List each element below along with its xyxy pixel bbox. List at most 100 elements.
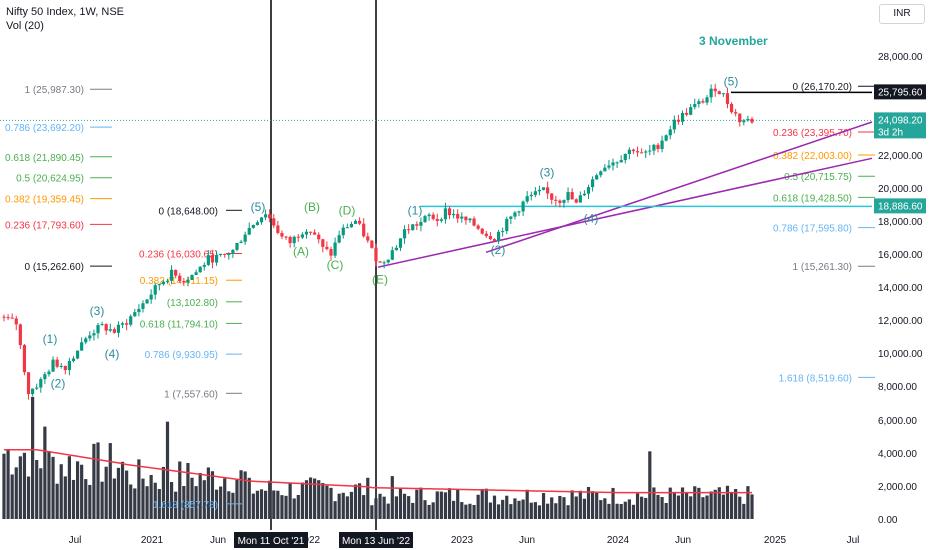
volume-bar: [689, 496, 693, 519]
candle-body: [509, 216, 513, 219]
crosshair-label: Mon 11 Oct '21: [238, 536, 305, 547]
candle-body: [721, 93, 725, 95]
candle-body: [84, 338, 88, 343]
volume-bar: [317, 480, 321, 519]
volume-bar: [182, 485, 186, 519]
candle-body: [492, 239, 497, 242]
volume-bar: [202, 480, 206, 519]
wave-label: (2): [491, 243, 506, 257]
fib-level-label: 0 (15,262.60): [25, 262, 85, 273]
candle-body: [247, 227, 251, 235]
candle-body: [263, 214, 268, 218]
candle-body: [206, 255, 210, 265]
candle-body: [345, 227, 349, 229]
volume-bar: [255, 490, 260, 519]
candle-body: [590, 179, 595, 188]
candle-body: [558, 200, 562, 203]
wave-label: (4): [584, 212, 599, 226]
candle-body: [685, 112, 689, 115]
candle-body: [186, 279, 190, 283]
volume-bar: [84, 479, 88, 519]
volume-bar: [546, 503, 550, 519]
volume-bar: [656, 494, 660, 519]
volume-bar: [394, 496, 398, 519]
currency-button[interactable]: INR: [879, 4, 925, 24]
volume-tick-label: 2,000.00: [878, 482, 917, 493]
candle-body: [313, 232, 317, 235]
price-badge-countdown: 3d 2h: [878, 127, 903, 138]
volume-bar: [10, 474, 14, 519]
volume-bar: [742, 503, 746, 519]
candle-body: [378, 261, 382, 263]
candle-body: [595, 175, 599, 180]
candle-body: [280, 232, 284, 237]
time-tick-label: Jun: [675, 535, 691, 546]
volume-bar: [672, 492, 676, 519]
candle-body: [137, 308, 141, 313]
price-badge: 18,886.60: [878, 201, 923, 212]
candle-body: [668, 129, 672, 136]
volume-bar: [112, 478, 116, 519]
volume-bar: [525, 489, 529, 519]
fib-levels: 1 (25,987.30) 0.786 (23,692.20) 0.618 (21,…: [5, 82, 875, 511]
volume-bar: [157, 489, 161, 519]
volume-bar: [239, 470, 243, 519]
volume-bar: [186, 462, 190, 519]
volume-bar: [717, 487, 721, 519]
price-tick-label: 8,000.00: [878, 382, 917, 393]
candle-body: [578, 195, 582, 203]
volume-bar: [247, 477, 251, 519]
wave-label: (D): [339, 203, 356, 217]
wave-label: (3): [540, 165, 555, 179]
candle-body: [341, 227, 345, 236]
candle-body: [259, 217, 264, 223]
candle-body: [407, 229, 411, 231]
candle-body: [296, 236, 300, 238]
volume-bar: [619, 504, 623, 519]
volume-bar: [447, 488, 452, 519]
candle-body: [349, 223, 354, 228]
candle-body: [10, 317, 14, 319]
candle-body: [648, 150, 652, 152]
volume-bar: [296, 494, 300, 519]
volume-bar: [407, 496, 411, 519]
volume-bar: [488, 502, 493, 519]
volume-bar: [390, 476, 394, 519]
candle-body: [382, 262, 386, 264]
volume-bar: [492, 495, 497, 519]
volume-bar: [468, 503, 472, 519]
volume-bar: [308, 477, 313, 519]
volume-bar: [141, 478, 145, 519]
candle-body: [51, 359, 55, 372]
volume-bar: [235, 479, 239, 519]
volume-bar: [599, 500, 603, 519]
volume-bar: [194, 486, 198, 519]
volume-bar: [59, 464, 63, 519]
fib-level-label: 0.618 (21,890.45): [5, 153, 84, 164]
candle-body: [317, 234, 321, 240]
volume-bar: [558, 495, 562, 519]
volume-bar: [611, 487, 615, 519]
wave-labels: (1) (2) (3) (4) (5) (A) (B) (C) (D) (E) (1) (2) (3) (…: [43, 75, 739, 391]
time-tick-label: Jul: [847, 535, 860, 546]
volume-bar: [243, 471, 247, 519]
candle-body: [431, 214, 435, 220]
candle-body: [640, 152, 644, 154]
annotation-date: 3 November: [699, 34, 768, 48]
candle-body: [165, 280, 170, 282]
volume-bar: [251, 493, 255, 519]
volume-bar: [615, 503, 619, 519]
volume-ma-line: [4, 448, 752, 494]
candle-body: [484, 233, 488, 237]
volume-bar: [427, 504, 431, 519]
fib-level-label: 1 (25,987.30): [25, 85, 85, 96]
candle-body: [427, 214, 431, 217]
volume-bar: [517, 500, 521, 519]
candle-body: [255, 222, 260, 225]
volume-bar: [582, 498, 587, 519]
time-tick-label: Jun: [519, 535, 535, 546]
candle-body: [35, 387, 39, 389]
candle-body: [713, 88, 717, 92]
volume-bar: [398, 488, 403, 519]
